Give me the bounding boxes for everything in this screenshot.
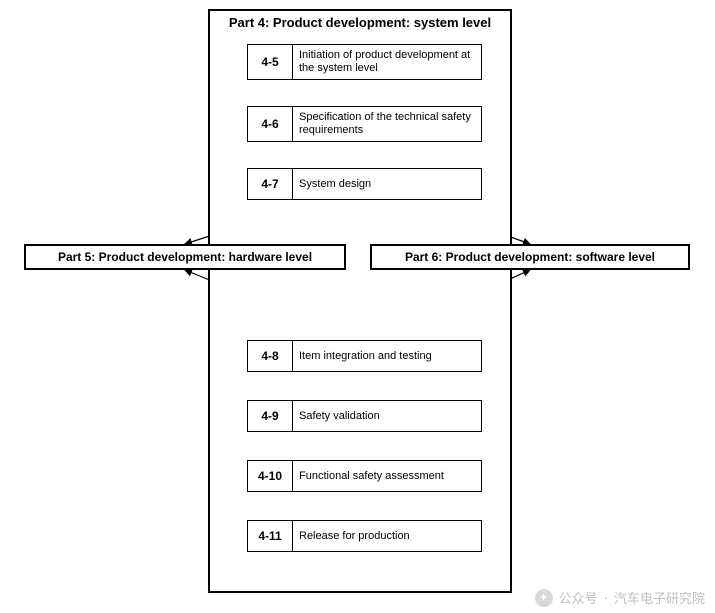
part-box-p5: Part 5: Product development: hardware le… (24, 244, 346, 270)
node-label: Item integration and testing (293, 341, 481, 371)
node-label: Release for production (293, 521, 481, 551)
process-node-4-9: 4-9Safety validation (247, 400, 482, 432)
part-box-p6: Part 6: Product development: software le… (370, 244, 690, 270)
process-node-4-11: 4-11Release for production (247, 520, 482, 552)
outer-frame: Part 4: Product development: system leve… (208, 9, 512, 593)
node-label: Functional safety assessment (293, 461, 481, 491)
process-node-4-5: 4-5Initiation of product development at … (247, 44, 482, 80)
watermark-dot: · (604, 590, 608, 605)
watermark-text: 汽车电子研究院 (614, 588, 705, 607)
diagram-stage: Part 4: Product development: system leve… (0, 0, 715, 613)
watermark: ✦ 公众号 · 汽车电子研究院 (535, 588, 705, 607)
node-code: 4-11 (248, 521, 293, 551)
process-node-4-6: 4-6Specification of the technical safety… (247, 106, 482, 142)
node-code: 4-10 (248, 461, 293, 491)
process-node-4-7: 4-7System design (247, 168, 482, 200)
process-node-4-10: 4-10Functional safety assessment (247, 460, 482, 492)
node-label: Specification of the technical safety re… (293, 107, 481, 141)
node-label: Safety validation (293, 401, 481, 431)
node-code: 4-7 (248, 169, 293, 199)
node-label: System design (293, 169, 481, 199)
node-label: Initiation of product development at the… (293, 45, 481, 79)
wechat-icon: ✦ (535, 589, 553, 607)
node-code: 4-8 (248, 341, 293, 371)
node-code: 4-6 (248, 107, 293, 141)
node-code: 4-9 (248, 401, 293, 431)
outer-frame-title: Part 4: Product development: system leve… (210, 15, 510, 30)
process-node-4-8: 4-8Item integration and testing (247, 340, 482, 372)
watermark-prefix: 公众号 (559, 588, 598, 607)
node-code: 4-5 (248, 45, 293, 79)
